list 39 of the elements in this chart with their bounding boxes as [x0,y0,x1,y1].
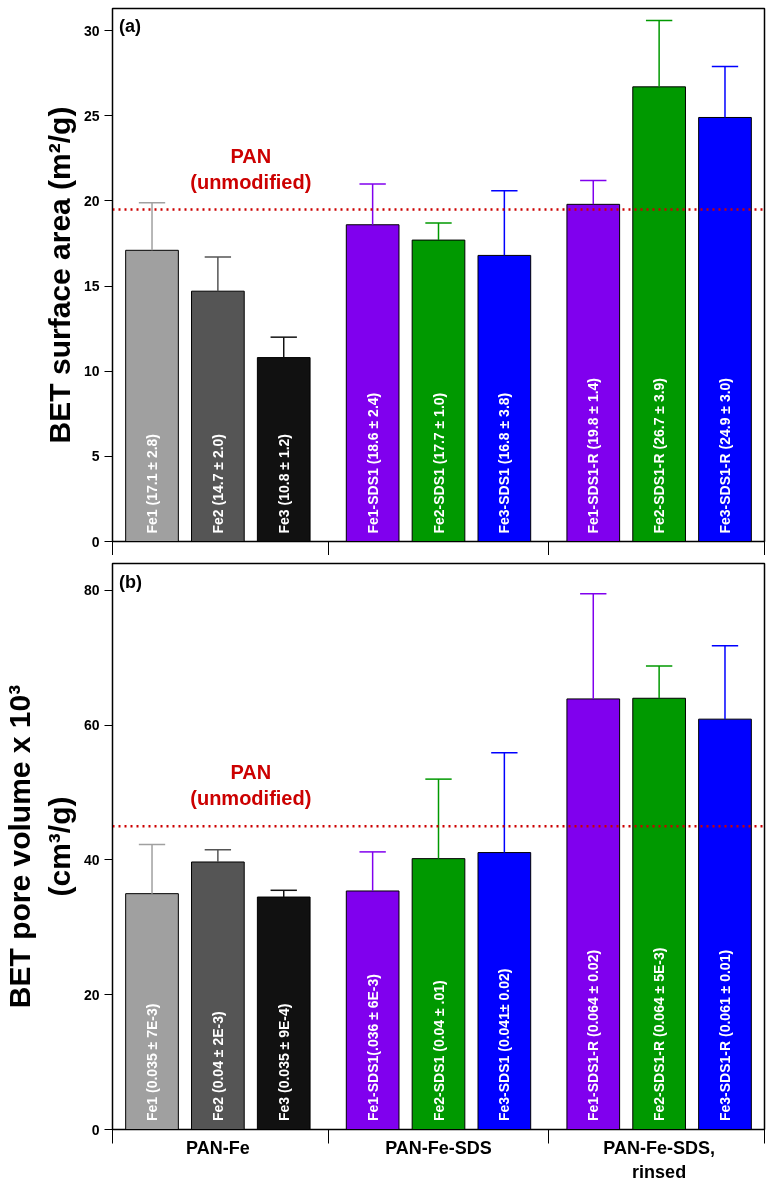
y-axis-title: BET surface area (m²/g) [42,106,76,444]
y-tick-label: 60 [83,717,100,734]
data-label: Fe3-SDS1-R (24.9 ± 3.0) [716,377,733,534]
data-label: Fe3 (0.035 ± 9E-4) [275,1003,292,1122]
y-tick-label: 25 [83,107,100,124]
y-tick-label: 30 [83,22,100,39]
text: PAN-Fe-SDS, rinsed [603,1137,715,1182]
data-label: Fe2 (0.04 ± 2E-3) [209,1011,226,1122]
text: PAN-Fe-SDS [385,1137,492,1158]
ref-line-label: PAN (unmodified) [190,760,312,810]
y-tick-label: 0 [91,1121,100,1138]
data-label: Fe1-SDS1-R (0.064 ± 0.02) [585,949,602,1122]
y-axis-title: BET pore volume x 10³ (cm³/g) [3,684,76,1009]
y-tick-label: 80 [83,582,100,599]
y-tick-label: 5 [91,448,100,465]
annotation: (a) [119,16,142,37]
text: PAN-Fe [186,1137,250,1158]
data-label: Fe3-SDS1 (16.8 ± 3.8) [496,392,513,534]
ref-line-label: PAN (unmodified) [190,145,312,194]
data-label: Fe3-SDS1 (0.041± 0.02) [496,968,513,1122]
y-tick-label: 10 [83,363,100,380]
y-tick-label: 0 [91,533,100,550]
y-tick-label: 20 [83,192,100,209]
data-label: Fe2-SDS1-R (26.7 ± 3.9) [651,377,668,534]
data-label: Fe1-SDS1 (18.6 ± 2.4) [364,392,381,534]
data-label: Fe3-SDS1-R (0.061 ± 0.01) [716,949,733,1122]
annotation: (b) [119,571,143,592]
data-label: Fe2 (14.7 ± 2.0) [209,433,226,534]
data-label: Fe2-SDS1 (0.04 ± .01) [430,980,447,1122]
data-label: Fe1-SDS1-R (19.8 ± 1.4) [585,377,602,534]
data-label: Fe2-SDS1-R (0.064 ± 5E-3) [651,947,668,1122]
data-label: Fe3 (10.8 ± 1.2) [275,433,292,534]
data-label: Fe1 (0.035 ± 7E-3) [144,1003,161,1122]
y-tick-label: 40 [83,851,100,868]
data-label: Fe1-SDS1(.036 ± 6E-3) [364,974,381,1122]
data-label: Fe2-SDS1 (17.7 ± 1.0) [430,392,447,534]
data-label: Fe1 (17.1 ± 2.8) [144,433,161,534]
y-tick-label: 15 [83,278,100,295]
y-tick-label: 20 [83,986,100,1003]
